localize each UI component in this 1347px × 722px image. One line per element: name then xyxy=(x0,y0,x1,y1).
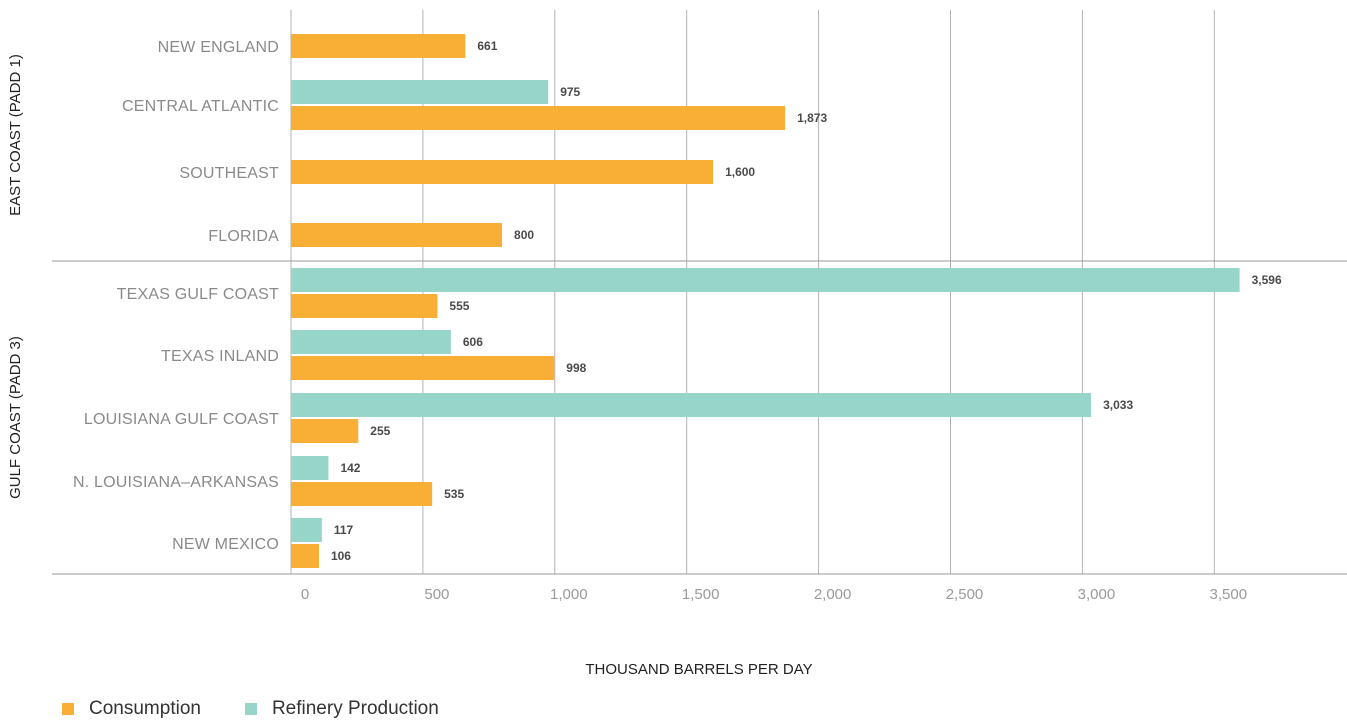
category-label: FLORIDA xyxy=(208,228,279,245)
x-tick-label: 3,000 xyxy=(1078,586,1116,603)
category-label: NEW MEXICO xyxy=(172,536,279,553)
category-label: TEXAS GULF COAST xyxy=(117,286,279,303)
value-label-refinery-production: 606 xyxy=(463,335,483,349)
group-label: EAST COAST (PADD 1) xyxy=(7,54,24,216)
bar-refinery-production xyxy=(291,330,451,354)
x-axis-title: THOUSAND BARRELS PER DAY xyxy=(585,661,812,678)
bar-refinery-production xyxy=(291,268,1240,292)
labels: 0 500 1,000 1,500 2,000 2,500 3,000 3,500 EAST C… xyxy=(7,39,1282,603)
bar-consumption xyxy=(291,106,786,130)
category-label: CENTRAL ATLANTIC xyxy=(122,98,279,115)
value-label-refinery-production: 975 xyxy=(560,85,580,99)
category-label: LOUISIANA GULF COAST xyxy=(84,411,279,428)
legend-item-refinery-production: Refinery Production xyxy=(244,698,439,720)
value-label-consumption: 1,600 xyxy=(725,165,755,179)
value-label-refinery-production: 142 xyxy=(340,461,360,475)
value-label-consumption: 535 xyxy=(444,487,464,501)
legend-swatch-consumption xyxy=(62,703,74,715)
bar-consumption xyxy=(291,419,359,443)
value-label-consumption: 255 xyxy=(370,424,390,438)
group-label: GULF COAST (PADD 3) xyxy=(7,336,24,499)
value-label-refinery-production: 3,596 xyxy=(1252,273,1282,287)
bar-refinery-production xyxy=(291,80,549,104)
legend-label-refinery-production: Refinery Production xyxy=(271,698,439,719)
bars xyxy=(291,34,1240,568)
x-tick-label: 2,500 xyxy=(946,586,984,603)
legend-item-consumption: Consumption xyxy=(62,698,201,720)
bar-refinery-production xyxy=(291,518,322,542)
legend-label-consumption: Consumption xyxy=(89,698,201,719)
x-tick-label: 1,000 xyxy=(550,586,588,603)
x-tick-label: 0 xyxy=(301,586,309,603)
value-label-refinery-production: 3,033 xyxy=(1103,398,1133,412)
category-label: TEXAS INLAND xyxy=(161,348,279,365)
value-label-consumption: 1,873 xyxy=(797,111,827,125)
bar-refinery-production xyxy=(291,393,1092,417)
bar-consumption xyxy=(291,482,433,506)
value-label-consumption: 661 xyxy=(477,39,497,53)
bar-consumption xyxy=(291,160,714,184)
value-label-consumption: 555 xyxy=(449,299,469,313)
x-tick-label: 3,500 xyxy=(1210,586,1248,603)
bar-consumption xyxy=(291,34,466,58)
bar-consumption xyxy=(291,294,438,318)
value-label-refinery-production: 117 xyxy=(334,523,354,537)
legend: Consumption Refinery Production xyxy=(62,698,483,720)
category-label: NEW ENGLAND xyxy=(158,39,279,56)
value-label-consumption: 800 xyxy=(514,228,534,242)
category-label: SOUTHEAST xyxy=(179,165,279,182)
bar-consumption xyxy=(291,544,319,568)
x-tick-label: 2,000 xyxy=(814,586,852,603)
legend-swatch-refinery-production xyxy=(244,703,257,715)
category-label: N. LOUISIANA–ARKANSAS xyxy=(73,474,279,491)
value-label-consumption: 998 xyxy=(566,361,586,375)
bar-consumption xyxy=(291,223,503,247)
x-tick-label: 1,500 xyxy=(682,586,720,603)
value-label-consumption: 106 xyxy=(331,549,351,563)
bar-consumption xyxy=(291,356,555,380)
x-tick-label: 500 xyxy=(424,586,449,603)
bar-refinery-production xyxy=(291,456,329,480)
